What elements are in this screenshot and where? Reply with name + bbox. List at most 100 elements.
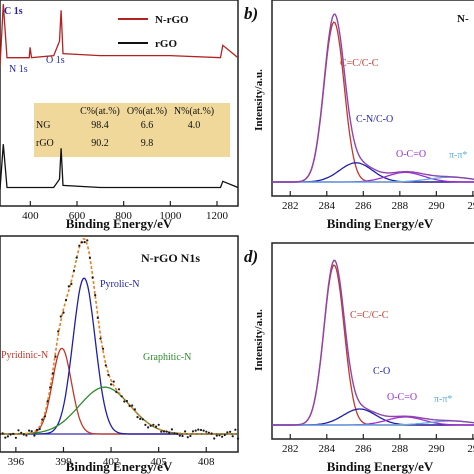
data-point <box>25 434 28 437</box>
data-point <box>144 423 147 426</box>
data-point <box>139 417 142 420</box>
x-tick-label: 29 <box>467 443 474 455</box>
table-cell: 90.2 <box>91 138 109 149</box>
peak-d-oco-label: O-C=O <box>387 392 417 403</box>
data-point <box>65 298 68 302</box>
data-point <box>12 432 15 435</box>
data-point <box>107 373 110 376</box>
data-point <box>20 431 23 434</box>
table-header-cell: N%(at.%) <box>174 106 214 117</box>
peak-b-cn-label: C-N/C-O <box>356 114 393 125</box>
data-point <box>165 430 168 433</box>
x-tick-label: 600 <box>69 210 86 222</box>
table-cell: 4.0 <box>188 120 201 131</box>
data-point <box>102 347 105 350</box>
panel-c: N-rGO N1s Pyridinic-N Pyrolic-N Graphiti… <box>0 235 240 474</box>
data-point <box>168 431 171 434</box>
data-point <box>104 364 107 367</box>
panel-b: b) N- Intensity/a.u. C=C/C-C C-N/C-O O-C… <box>244 0 474 231</box>
series-rgo-line <box>0 144 239 190</box>
panel-d-xticks: 282 284 286 288 290 29 <box>282 434 474 455</box>
data-point <box>96 316 99 319</box>
data-point <box>125 399 128 403</box>
fit-peak-pyridinicn <box>0 347 238 435</box>
data-point <box>57 330 60 333</box>
data-point <box>123 400 126 403</box>
data-point <box>149 424 152 427</box>
table-cell: rGO <box>36 138 54 149</box>
data-point <box>133 408 136 411</box>
x-tick-label: 282 <box>282 200 299 212</box>
peak-c-graphitic-label: Graphitic-N <box>143 352 191 363</box>
x-tick-label: 402 <box>103 456 120 468</box>
data-point <box>72 269 76 272</box>
data-point <box>91 276 94 279</box>
panel-a-xticks: 400 600 800 1000 1200 <box>22 201 229 222</box>
data-point <box>4 436 7 439</box>
data-point <box>62 311 65 314</box>
n1s-label: N 1s <box>9 64 28 75</box>
data-point <box>181 434 184 438</box>
data-point <box>152 423 155 426</box>
data-point <box>136 416 139 419</box>
x-tick-label: 286 <box>355 443 372 455</box>
data-point <box>75 256 78 259</box>
data-point <box>83 241 86 244</box>
panel-b-letter: b) <box>244 4 258 23</box>
data-point <box>223 433 226 437</box>
panel-a-xlabel: Binding Energy/eV <box>66 216 173 231</box>
x-tick-label: 290 <box>428 443 445 455</box>
x-tick-label: 29 <box>467 200 474 212</box>
data-point <box>131 404 134 407</box>
data-point <box>191 430 195 433</box>
panel-c-peaks <box>0 237 240 440</box>
x-tick-label: 400 <box>22 210 39 222</box>
series-nrgo-line <box>0 4 239 66</box>
data-point <box>154 425 158 428</box>
x-tick-label: 405 <box>150 456 167 468</box>
panel-b-title: N- <box>457 13 469 25</box>
x-tick-label: 408 <box>198 456 215 468</box>
fit-envelope <box>0 237 238 435</box>
data-point <box>80 241 84 244</box>
table-cell: 98.4 <box>91 120 109 131</box>
data-point <box>120 395 123 398</box>
data-point <box>41 418 44 421</box>
table-cell: NG <box>36 120 50 131</box>
x-tick-label: 396 <box>8 456 25 468</box>
data-point <box>186 436 189 439</box>
data-point <box>115 390 118 394</box>
panel-d: d) Intensity/a.u. C=C/C-C C-O O-C=O π-π*… <box>244 242 474 474</box>
data-point <box>30 430 33 433</box>
c1s-label: C 1s <box>4 6 23 17</box>
data-point <box>141 418 144 421</box>
data-point <box>33 434 36 437</box>
data-point <box>28 429 31 432</box>
panel-a-frame <box>0 0 239 207</box>
x-tick-label: 800 <box>115 210 132 222</box>
data-point <box>205 430 208 433</box>
panel-d-letter: d) <box>244 247 258 266</box>
panel-c-title: N-rGO N1s <box>141 251 200 265</box>
x-tick-label: 284 <box>319 443 336 455</box>
fit-peak- <box>272 176 474 183</box>
composition-table: C%(at.%) O%(at.%) N%(at.%) NG 98.4 6.6 4.0 rGO 9… <box>36 106 214 149</box>
data-point <box>229 430 232 433</box>
fit-envelope <box>272 259 474 426</box>
data-point <box>197 428 200 431</box>
peak-c-pyridinic-label: Pyridinic-N <box>1 350 48 361</box>
data-point <box>231 435 234 438</box>
panel-b-xticks: 282 284 286 288 290 29 <box>282 191 474 212</box>
composition-table-bg <box>34 103 230 157</box>
data-point <box>49 386 52 389</box>
data-point <box>189 434 192 438</box>
data-point <box>110 383 113 386</box>
fit-peak-graphiticn <box>0 386 238 435</box>
data-point <box>38 427 41 431</box>
data-point <box>207 431 210 434</box>
data-point <box>54 355 57 358</box>
data-point <box>14 436 17 439</box>
legend-label-nrgo: N-rGO <box>155 14 189 26</box>
data-point <box>147 426 150 429</box>
